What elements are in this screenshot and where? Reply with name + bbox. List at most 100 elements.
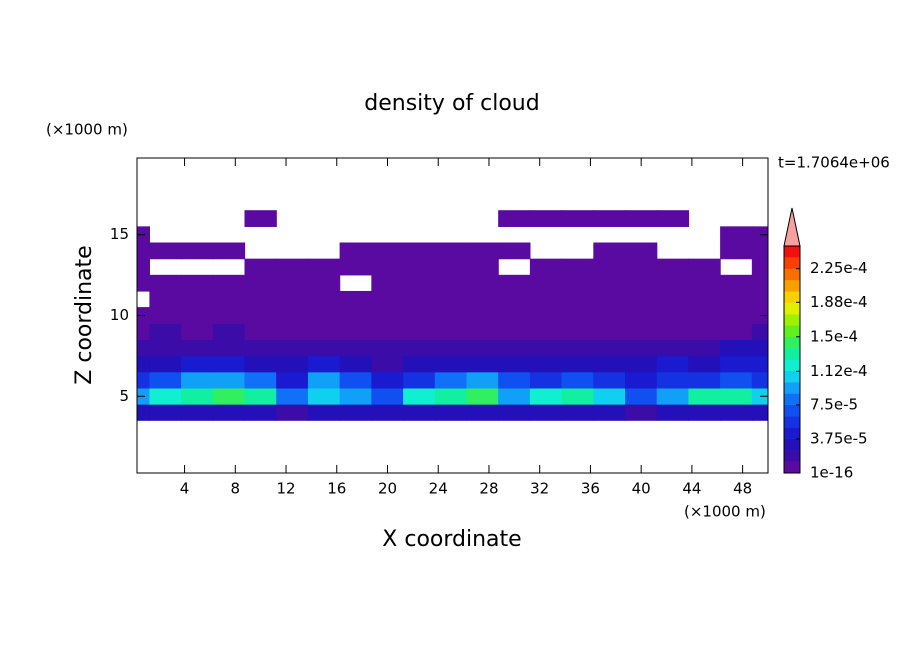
colorbar-band [783,279,801,292]
contour-cell [403,211,435,227]
contour-cell [149,242,182,260]
contour-cell [307,258,341,276]
x-unit-label: (×1000 m) [684,503,766,521]
contour-cell [688,307,721,324]
contour-cell [372,211,404,227]
contour-cell [529,290,563,308]
contour-cell [212,404,246,421]
contour-cell [751,355,768,373]
contour-cell [339,290,372,308]
contour-cell [720,387,753,405]
contour-cell [688,258,721,276]
contour-cell [625,355,658,373]
contour-cell [751,274,768,292]
contour-cell [751,290,768,308]
contour-cell [530,227,562,243]
contour-cell [340,227,372,243]
colorbar-band [783,245,801,258]
contour-cell [593,387,626,405]
contour-cell [307,323,341,341]
contour-cell [307,307,341,324]
contour-cell [181,404,214,421]
contour-cell [751,371,768,389]
contour-cell [656,387,690,405]
x-tick-label: 32 [530,480,549,498]
contour-cell [181,355,214,373]
colorbar-extend [783,207,801,247]
x-tick-label: 12 [276,480,295,498]
contour-cell [149,323,182,341]
contour-cell [467,227,499,243]
contour-cell [656,307,690,324]
contour-cell [403,387,436,405]
contour-field [137,210,768,421]
contour-cell [371,387,404,405]
contour-cell [435,211,467,227]
contour-cell [137,242,150,260]
contour-cell [689,243,721,259]
colorbar-band [783,416,801,428]
contour-cell [593,307,626,324]
contour-cell [529,307,563,324]
contour-cell [371,355,404,373]
contour-cell [720,274,753,292]
contour-cell [625,258,658,276]
contour-cell [277,227,309,243]
contour-cell [498,307,531,324]
contour-cell [561,274,594,292]
colorbar-band [783,291,801,303]
contour-cell [403,371,436,389]
contour-cell [244,387,277,405]
contour-cell [561,290,594,308]
contour-cell [656,290,690,308]
contour-cell [593,274,626,292]
colorbar-band [783,450,801,462]
contour-cell [720,290,753,308]
contour-cell [213,259,245,275]
contour-cell [137,339,150,357]
contour-cell [276,404,309,421]
contour-cell [149,339,182,357]
contour-cell [308,243,340,259]
contour-cell [529,404,563,421]
contour-cell [720,355,753,373]
contour-cell [625,290,658,308]
contour-cell [529,371,563,389]
colorbar-frame [783,245,801,474]
contour-cell [149,404,182,421]
contour-cell [561,404,594,421]
contour-cell [371,258,404,276]
contour-cell [593,258,626,276]
contour-cell [277,211,309,227]
y-axis-label: Z coordinate [72,245,97,384]
contour-cell [340,211,372,227]
contour-cell [181,307,214,324]
contour-cell [625,404,658,421]
contour-cell [149,387,182,405]
contour-cell [244,290,277,308]
contour-cell [244,323,277,341]
contour-cell [625,242,658,260]
contour-cell [150,259,182,275]
contour-cell [213,227,245,243]
contour-cell [339,242,372,260]
contour-cell [593,371,626,389]
contour-cell [688,387,721,405]
contour-cell [435,227,467,243]
x-tick-label: 28 [479,480,498,498]
contour-cell [150,211,182,227]
colorbar-tick-label: 1.5e-4 [810,327,858,345]
contour-cell [656,258,690,276]
contour-cell [751,323,768,341]
contour-cell [688,274,721,292]
y-tick-label: 15 [110,225,129,243]
contour-cell [434,355,468,373]
contour-cell [339,355,372,373]
contour-cell [244,339,277,357]
contour-cell [656,404,690,421]
contour-cell [498,242,531,260]
contour-cell [466,355,499,373]
contour-cell [181,242,214,260]
x-tick-label: 16 [327,480,346,498]
contour-cell [625,227,657,243]
